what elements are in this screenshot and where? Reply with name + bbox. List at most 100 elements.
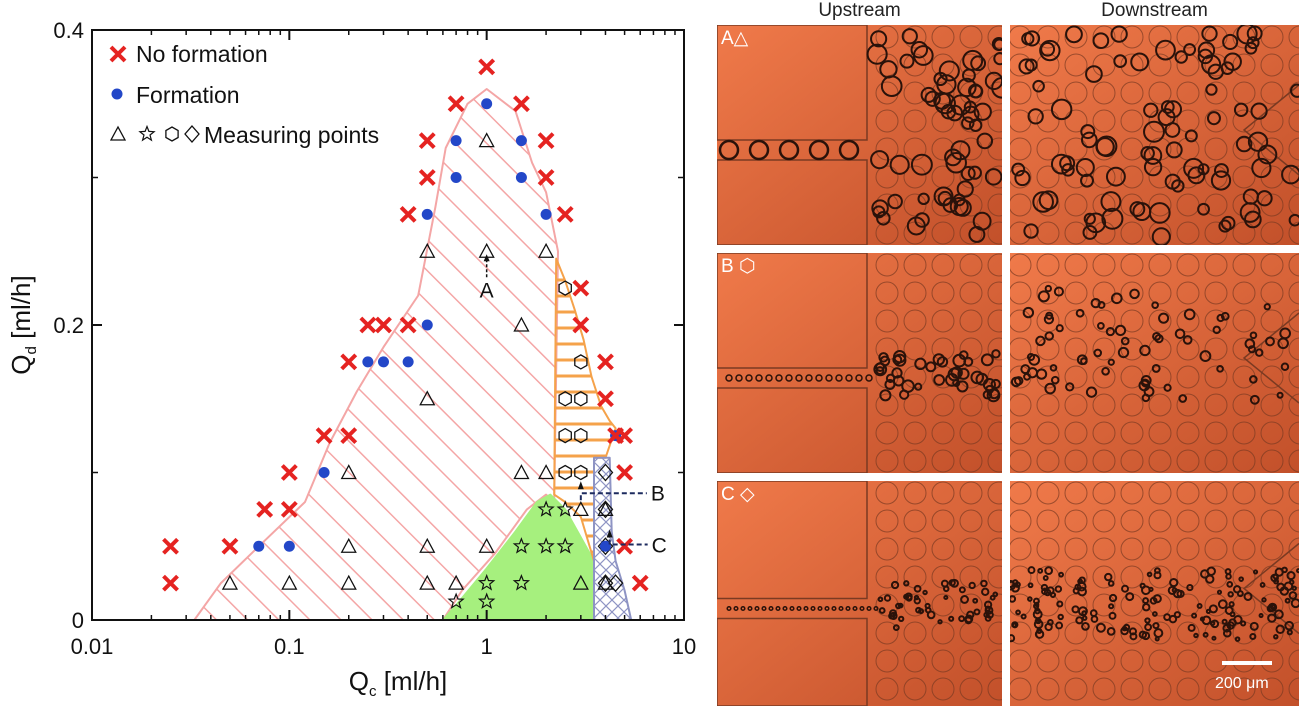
pillar bbox=[1288, 621, 1299, 645]
pillar bbox=[1288, 109, 1299, 133]
x-stroke bbox=[631, 574, 649, 592]
pillar bbox=[1036, 137, 1060, 161]
pillar bbox=[959, 165, 983, 189]
droplet bbox=[1152, 622, 1160, 630]
droplet bbox=[1121, 584, 1130, 593]
x-stroke bbox=[418, 169, 436, 186]
x-axis-title: Qc [ml/h] bbox=[349, 666, 448, 700]
droplet bbox=[1210, 170, 1232, 191]
pillar bbox=[1204, 25, 1228, 49]
pillar bbox=[931, 193, 955, 217]
droplet bbox=[740, 605, 746, 612]
droplet bbox=[1097, 322, 1105, 330]
droplet bbox=[1042, 575, 1049, 581]
droplet bbox=[1205, 83, 1218, 96]
pillar bbox=[1120, 221, 1144, 245]
droplet bbox=[914, 212, 930, 228]
droplet bbox=[1146, 571, 1153, 578]
droplet bbox=[1078, 576, 1086, 584]
droplet bbox=[1143, 157, 1163, 177]
droplet bbox=[991, 349, 1001, 359]
droplet bbox=[1114, 324, 1127, 337]
x-stroke bbox=[537, 132, 555, 150]
droplet bbox=[976, 132, 994, 150]
droplet bbox=[1093, 348, 1103, 358]
pillar bbox=[1176, 253, 1200, 277]
formation-point bbox=[421, 319, 433, 331]
droplet bbox=[1140, 145, 1155, 161]
droplet bbox=[1276, 582, 1286, 592]
droplet bbox=[1034, 601, 1040, 607]
no-formation-point bbox=[280, 464, 298, 481]
pillar bbox=[1288, 449, 1299, 473]
droplet bbox=[972, 211, 992, 231]
pillar bbox=[1092, 677, 1116, 701]
no-formation-point bbox=[221, 537, 239, 555]
droplet bbox=[924, 90, 941, 107]
pillar bbox=[1288, 537, 1299, 561]
droplet bbox=[803, 605, 809, 612]
pillar bbox=[987, 481, 1002, 505]
no-formation-point bbox=[597, 353, 614, 371]
droplet bbox=[873, 362, 888, 377]
droplet bbox=[870, 150, 890, 170]
no-formation-point bbox=[418, 132, 436, 150]
droplet bbox=[1055, 621, 1064, 630]
pillar bbox=[903, 481, 927, 505]
pillar bbox=[931, 537, 955, 561]
droplet bbox=[1286, 629, 1293, 636]
measuring-point-triangle bbox=[419, 390, 436, 406]
droplet bbox=[1227, 591, 1234, 598]
droplet bbox=[1056, 600, 1064, 608]
pillar bbox=[1148, 421, 1172, 445]
droplet bbox=[1288, 591, 1298, 600]
measuring-point-triangle bbox=[513, 464, 530, 480]
droplet bbox=[761, 605, 767, 612]
droplet bbox=[1276, 391, 1284, 399]
pillar bbox=[987, 25, 1002, 49]
droplet bbox=[961, 116, 975, 130]
panel-tag-c: C ◇ bbox=[721, 484, 755, 505]
pillar bbox=[987, 565, 1002, 589]
droplet bbox=[1270, 573, 1279, 583]
measuring-point-hexagon bbox=[574, 391, 588, 407]
formation-point bbox=[450, 135, 462, 147]
droplet bbox=[1058, 571, 1065, 578]
pillar bbox=[1036, 449, 1060, 473]
droplet bbox=[1140, 374, 1152, 386]
pillar bbox=[987, 193, 1002, 217]
droplet bbox=[947, 367, 962, 382]
formation-point bbox=[377, 356, 389, 368]
droplet bbox=[993, 38, 1002, 51]
measuring-point-star bbox=[556, 500, 574, 517]
pillar bbox=[1260, 221, 1284, 245]
droplet bbox=[936, 74, 957, 95]
pillar bbox=[1288, 337, 1299, 361]
droplet bbox=[873, 605, 879, 612]
droplet bbox=[1139, 344, 1151, 357]
droplet bbox=[1249, 633, 1257, 641]
pillar bbox=[931, 677, 955, 701]
pillar bbox=[1010, 81, 1032, 105]
no-formation-point bbox=[162, 537, 179, 555]
pillar bbox=[931, 621, 955, 645]
panel-tag-a: A△ bbox=[721, 28, 749, 49]
pillar bbox=[959, 649, 983, 673]
droplet bbox=[785, 374, 793, 382]
legend-triangle-marker bbox=[109, 125, 127, 141]
droplet bbox=[1265, 336, 1275, 347]
droplet bbox=[1057, 613, 1064, 621]
pillar bbox=[1092, 421, 1116, 445]
droplet bbox=[775, 374, 783, 382]
pillar bbox=[875, 449, 899, 473]
pillar bbox=[931, 449, 955, 473]
pillar bbox=[1064, 221, 1088, 245]
legend-measuring-label: Measuring points bbox=[204, 122, 379, 148]
pillar bbox=[1204, 309, 1228, 333]
droplet bbox=[1034, 629, 1045, 639]
droplet bbox=[1035, 335, 1046, 347]
droplet bbox=[1020, 613, 1027, 620]
droplet bbox=[1077, 606, 1088, 617]
droplet bbox=[898, 615, 905, 623]
